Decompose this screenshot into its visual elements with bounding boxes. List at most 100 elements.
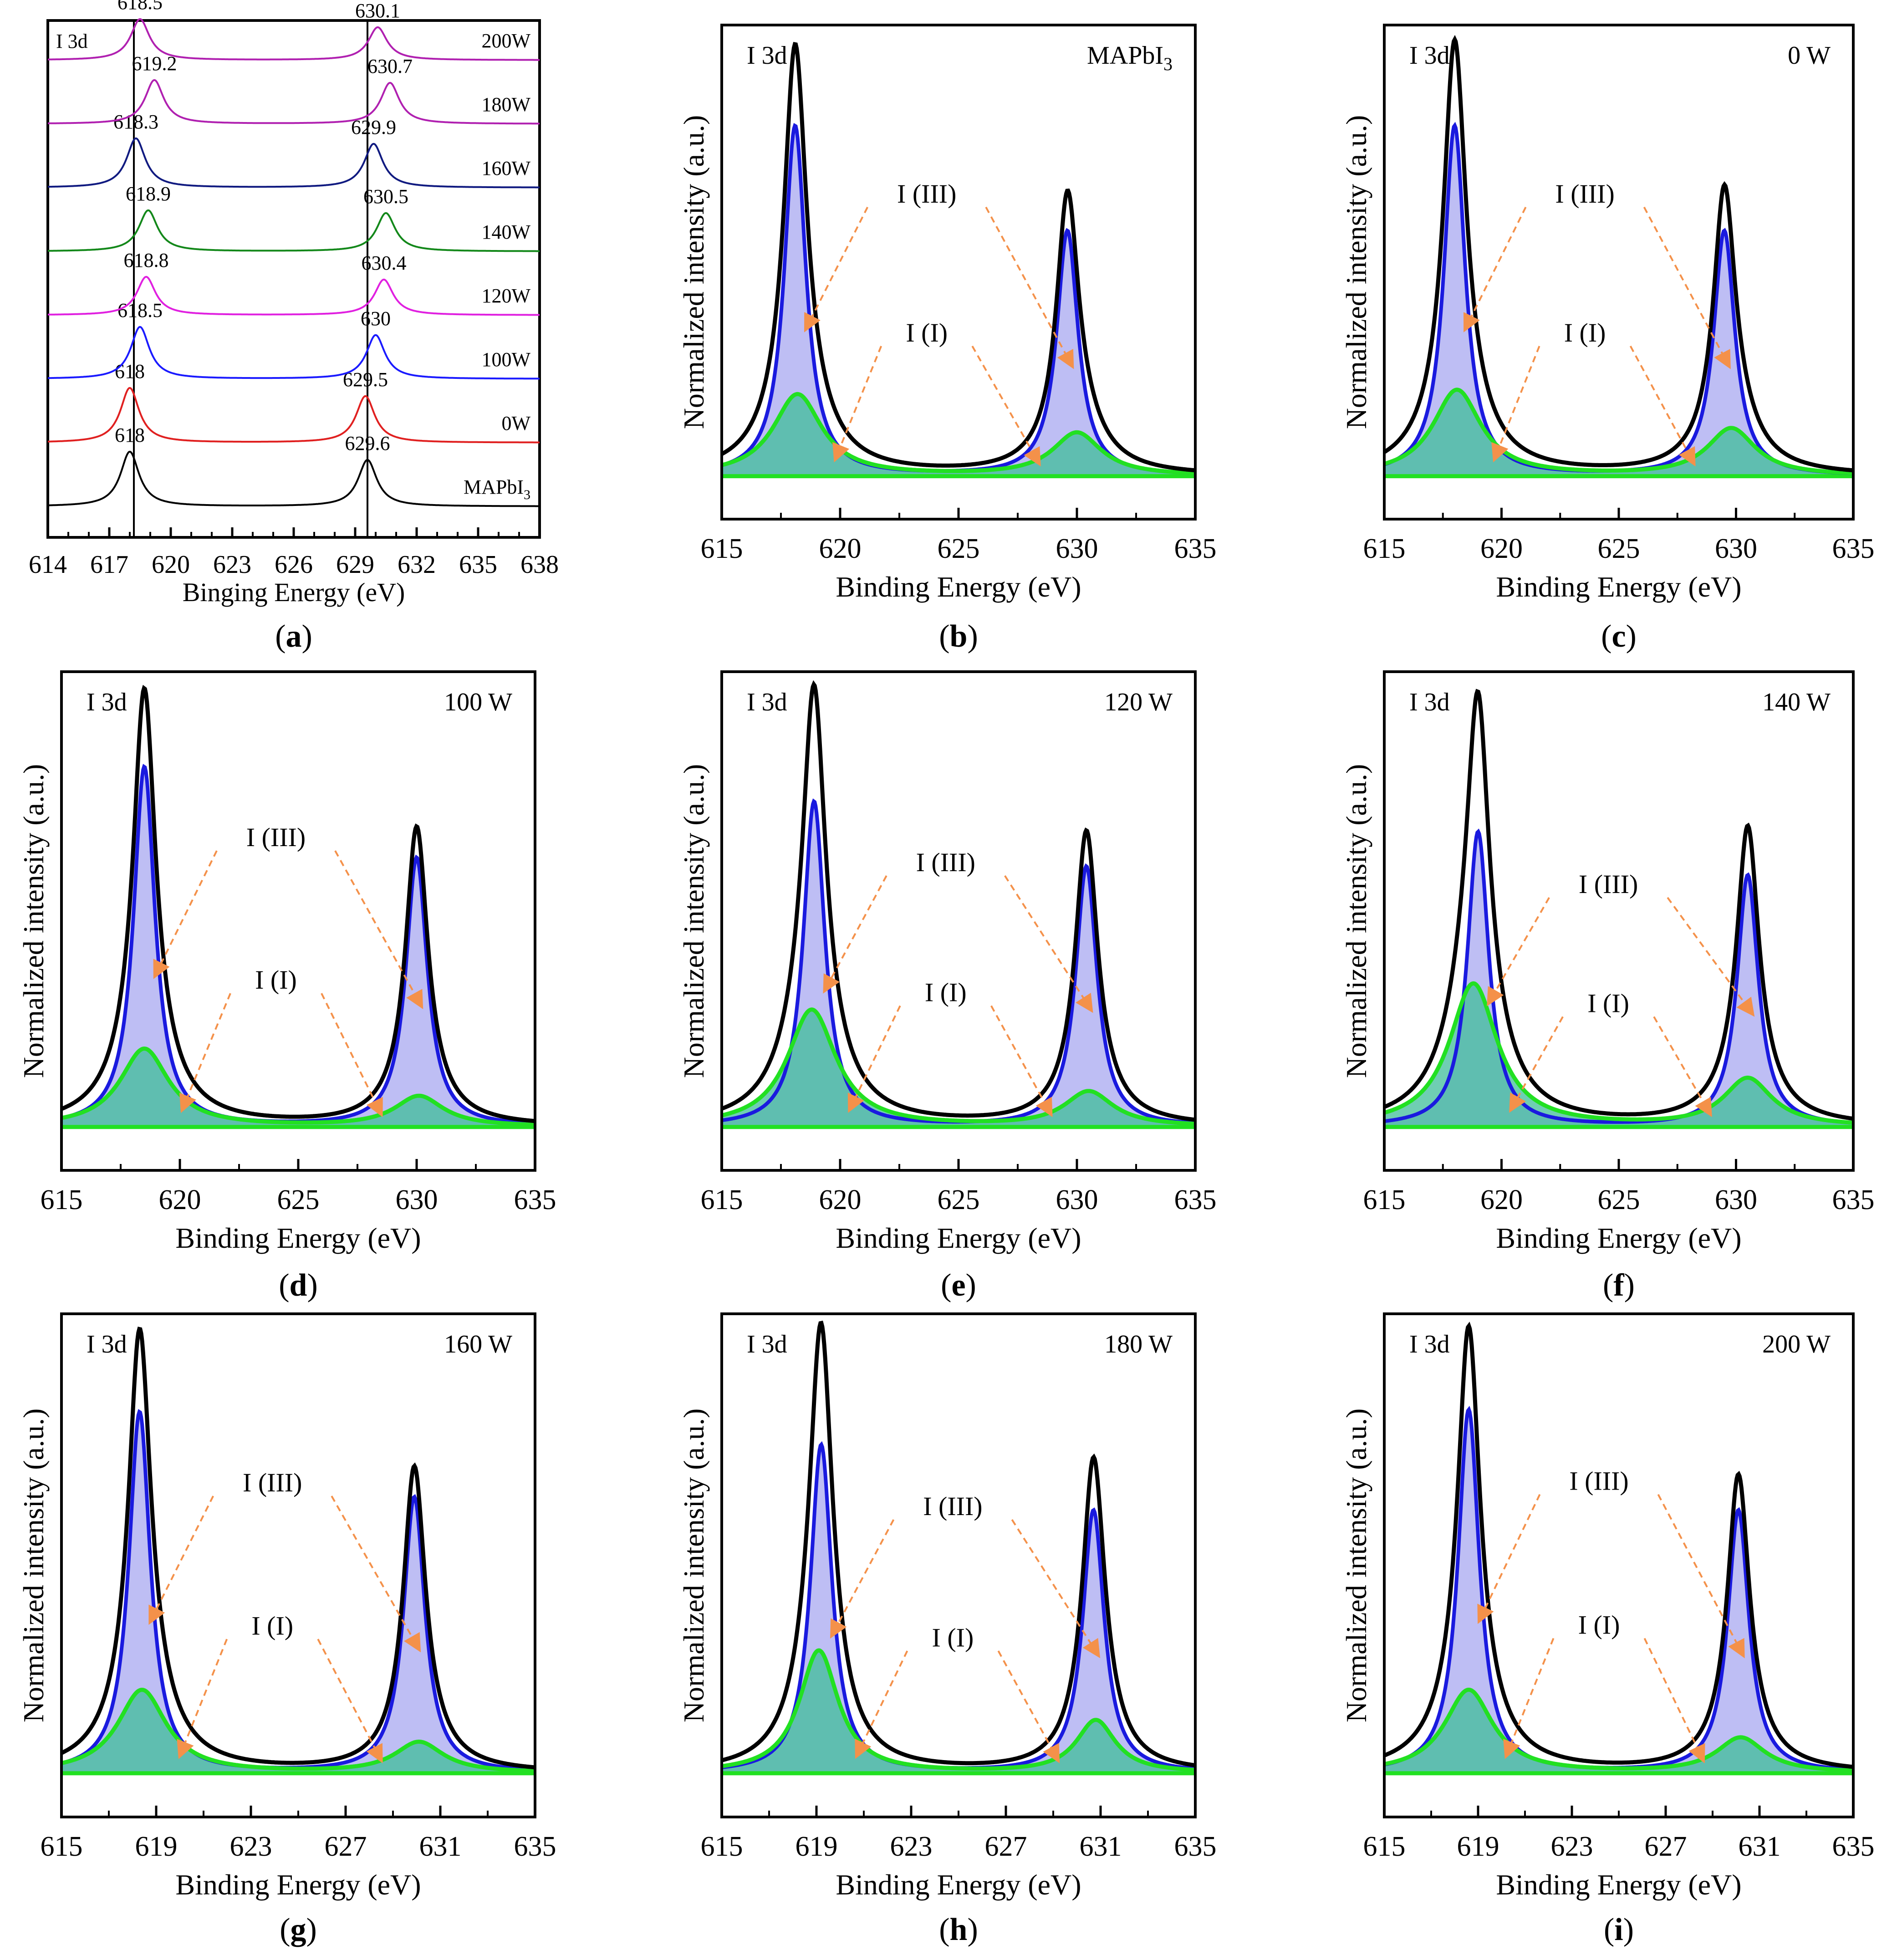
panel-title: I 3d (747, 41, 787, 70)
i-iii-area (61, 766, 535, 1127)
x-tick-label: 615 (701, 1831, 743, 1862)
x-tick-label: 625 (938, 1184, 980, 1215)
i-iii-area (1384, 832, 1853, 1127)
panel-title: I 3d (1409, 688, 1450, 716)
i-i-component-line (61, 1688, 535, 1773)
condition-label-subscript: 3 (1163, 54, 1173, 74)
y-axis-label: Normalized intensity (a.u.) (17, 764, 50, 1078)
peak-label: 630.5 (363, 185, 408, 208)
envelope-line (61, 684, 535, 1123)
series-180w: 619.2 630.7 180W (48, 52, 540, 125)
series-name-label: 120W (481, 285, 530, 307)
condition-label: 0 W (1788, 41, 1831, 70)
x-tick-label: 615 (701, 1184, 743, 1215)
caption-letter: i (1614, 1912, 1623, 1947)
series-name-label: 200W (481, 30, 530, 52)
peak-label: 630.7 (367, 55, 413, 77)
annotation-arrow (1667, 897, 1755, 1017)
series-name-label: MAPbI3 (464, 476, 530, 502)
annotation-arrow (997, 1650, 1060, 1764)
x-tick-label: 627 (1645, 1831, 1687, 1862)
annotation-i-iii: I (III) (897, 179, 956, 209)
x-tick-label: 615 (1363, 533, 1406, 564)
series-name-label: 180W (481, 93, 530, 116)
envelope-line (1383, 689, 1854, 1121)
annotation-arrow (1643, 206, 1731, 369)
caption-paren: ) (1624, 1268, 1635, 1303)
annotation-i-i: I (I) (255, 965, 297, 995)
panel-e: 615 620 625 630 635 Binding Energy (eV) Normal… (678, 670, 1217, 1303)
annotation-i-i: I (I) (251, 1611, 293, 1640)
x-tick-label: 615 (41, 1184, 83, 1215)
peak-label: 618.5 (117, 0, 163, 14)
annotation-i-i: I (I) (1578, 1610, 1620, 1640)
x-tick-label: 635 (1174, 533, 1217, 564)
annotation-arrow (847, 1005, 901, 1113)
panel-title-a: I 3d (56, 30, 88, 52)
caption-letter: d (290, 1268, 307, 1303)
series-120w: 618.8 630.4 120W (48, 249, 540, 316)
x-tick-label: 623 (1551, 1831, 1593, 1862)
x-tick-label: 619 (1457, 1831, 1499, 1862)
condition-label: 180 W (1104, 1330, 1173, 1358)
panel-g: 615 619 623 627 631 635 Binding Energy (eV) Nor… (17, 1312, 556, 1947)
spectrum-line (48, 79, 540, 125)
y-axis-label: Normalized intensity (a.u.) (678, 764, 710, 1078)
annotation-i-iii: I (III) (1569, 1466, 1628, 1496)
series-140w: 618.9 630.5 140W (48, 183, 540, 252)
annotation-arrow (331, 1496, 421, 1653)
x-tick-label: 619 (796, 1831, 838, 1862)
x-tick-label: 635 (1832, 533, 1875, 564)
annotation-i-iii: I (III) (923, 1491, 982, 1521)
series-name-subscript: 3 (524, 487, 530, 502)
spectrum-line (48, 276, 540, 316)
annotation-arrow (1657, 1494, 1745, 1659)
caption-paren: ( (280, 1912, 290, 1947)
annotation-i-iii: I (III) (1579, 869, 1638, 899)
peak-label: 629.6 (345, 432, 390, 454)
x-tick-label: 635 (1174, 1184, 1217, 1215)
i-i-component-line (61, 1046, 535, 1127)
y-axis-label: Normalized intensity (a.u.) (1340, 1409, 1372, 1723)
envelope-line (1383, 35, 1854, 473)
caption-paren: ) (302, 619, 312, 654)
condition-label: 120 W (1104, 688, 1173, 716)
caption-h: (h) (939, 1912, 978, 1947)
annotation-i-iii: I (III) (246, 822, 306, 852)
y-axis-label: Normalized intensity (a.u.) (1340, 764, 1372, 1078)
i-i-component-line (721, 392, 1196, 475)
caption-letter: e (951, 1268, 965, 1303)
spectrum-line (48, 387, 540, 444)
annotation-arrow (1509, 1016, 1564, 1113)
x-axis-label: Binding Energy (eV) (1496, 1868, 1741, 1901)
annotation-arrow (1643, 1638, 1705, 1764)
caption-letter: a (286, 619, 302, 654)
envelope-line (61, 1327, 535, 1770)
panel-title: I 3d (747, 688, 787, 716)
annotation-i-iii: I (III) (243, 1468, 302, 1497)
peak-label: 618.8 (124, 249, 169, 271)
condition-label: 100 W (444, 688, 512, 716)
annotation-arrow (1487, 897, 1550, 1006)
series-0w: 618 629.50W (48, 360, 540, 444)
annotation-arrow (1463, 206, 1527, 332)
i-i-component-line (721, 1007, 1196, 1126)
x-tick-label: 623 (890, 1831, 933, 1862)
annotation-i-iii: I (III) (1555, 179, 1614, 209)
caption-d: (d) (279, 1268, 318, 1303)
caption-paren: ( (279, 1268, 289, 1303)
x-tick-label: 627 (325, 1831, 367, 1862)
envelope-line (1383, 1322, 1854, 1769)
x-tick-label-a: 620 (152, 551, 190, 579)
envelope-line (720, 41, 1196, 473)
condition-label: MAPbI3 (1087, 41, 1173, 74)
x-tick-label: 619 (135, 1831, 178, 1862)
spectrum-line (48, 450, 540, 507)
x-tick-label: 620 (819, 1184, 862, 1215)
panel-h: 615 619 623 627 631 635 Binding Energy (eV) Nor… (678, 1312, 1217, 1947)
peak-label: 618.9 (126, 183, 171, 205)
x-tick-label: 620 (819, 533, 862, 564)
i-i-area (1384, 1689, 1853, 1773)
spectrum-line (48, 209, 540, 252)
